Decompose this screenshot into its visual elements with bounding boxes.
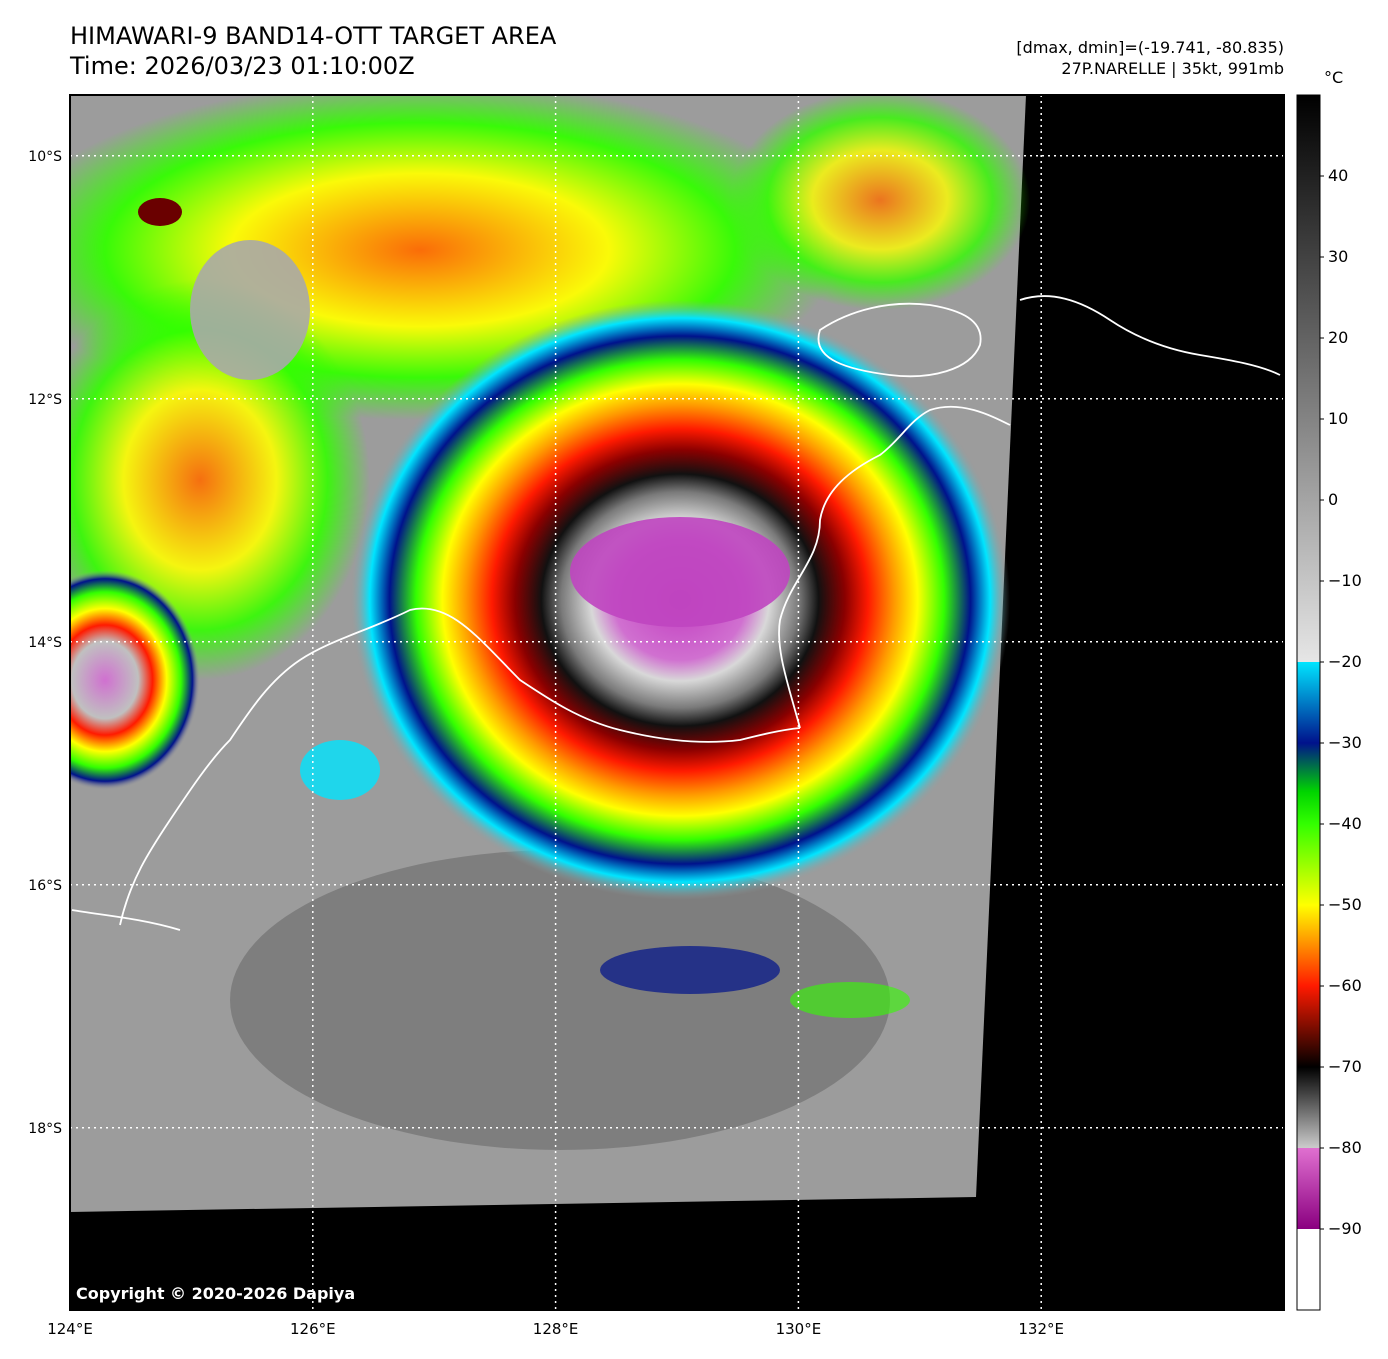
coastline xyxy=(71,295,1281,931)
colorbar-tick-label-6: −20 xyxy=(1328,652,1362,671)
lon-tick-label-1: 126°E xyxy=(290,1320,336,1338)
colorbar-tick-label-10: −60 xyxy=(1328,976,1362,995)
coastline-northern-territory xyxy=(778,405,1011,729)
colorbar-tick-label-1: 30 xyxy=(1328,247,1348,266)
colorbar-tick-label-0: 40 xyxy=(1328,166,1348,185)
colorbar-tick-label-8: −40 xyxy=(1328,814,1362,833)
storm-label: 27P.NARELLE | 35kt, 991mb xyxy=(1061,59,1284,78)
coastline-tiwi-islands xyxy=(817,302,982,378)
coastline-southwest xyxy=(71,909,181,931)
colorbar-ticks: 40 30 20 10 0 −10 −20 −30 −40 −50 −60 −70 −80 −90 xyxy=(1320,166,1362,1238)
figure-time: Time: 2026/03/23 01:10:00Z xyxy=(70,52,415,80)
colorbar-tick-label-9: −50 xyxy=(1328,895,1362,914)
figure-title: HIMAWARI-9 BAND14-OTT TARGET AREA xyxy=(70,22,557,50)
lon-tick-label-0: 124°E xyxy=(47,1320,93,1338)
colorbar-tick-label-2: 20 xyxy=(1328,328,1348,347)
cirrus-band-ne xyxy=(730,95,1030,310)
coastline-kimberley xyxy=(119,607,801,926)
western-convection xyxy=(70,570,200,790)
lat-tick-label-2: 14°S xyxy=(28,635,62,651)
southern-band-b xyxy=(790,982,910,1018)
axis-tick-labels: 124°E 126°E 128°E 130°E 132°E 10°S 12°S 14°S 16°… xyxy=(28,149,1064,1338)
lat-tick-label-0: 10°S xyxy=(28,149,62,165)
graticule xyxy=(70,95,1284,1310)
colorbar-tick-label-3: 10 xyxy=(1328,409,1348,428)
lon-tick-label-2: 128°E xyxy=(533,1320,579,1338)
colorbar-tick-label-11: −70 xyxy=(1328,1057,1362,1076)
colorbar-tick-label-5: −10 xyxy=(1328,571,1362,590)
colorbar-unit: °C xyxy=(1324,68,1344,87)
cirrus-band-west xyxy=(70,280,370,680)
stats-label: [dmax, dmin]=(-19.741, -80.835) xyxy=(1016,38,1284,57)
coastline-arnhem xyxy=(1019,295,1281,376)
lat-tick-label-4: 18°S xyxy=(28,1121,62,1137)
lon-tick-label-4: 132°E xyxy=(1018,1320,1064,1338)
lon-tick-label-3: 130°E xyxy=(776,1320,822,1338)
colorbar-tick-label-4: 0 xyxy=(1328,490,1338,509)
colorbar-tick-label-12: −80 xyxy=(1328,1138,1362,1157)
colorbar-tick-label-13: −90 xyxy=(1328,1219,1362,1238)
colorbar-tick-label-7: −30 xyxy=(1328,733,1362,752)
cold-cell-north xyxy=(138,198,182,226)
lat-tick-label-3: 16°S xyxy=(28,878,62,894)
warm-land-patch xyxy=(230,850,890,1150)
dry-slot xyxy=(190,240,310,380)
storm-core xyxy=(570,517,790,627)
map-border xyxy=(69,94,1285,1311)
cyan-cloud-patch xyxy=(300,740,380,800)
southern-band-a xyxy=(600,946,780,994)
copyright-text: Copyright © 2020-2026 Dapiya xyxy=(76,1284,356,1303)
colorbar xyxy=(1296,94,1321,1311)
lat-tick-label-1: 12°S xyxy=(28,392,62,408)
